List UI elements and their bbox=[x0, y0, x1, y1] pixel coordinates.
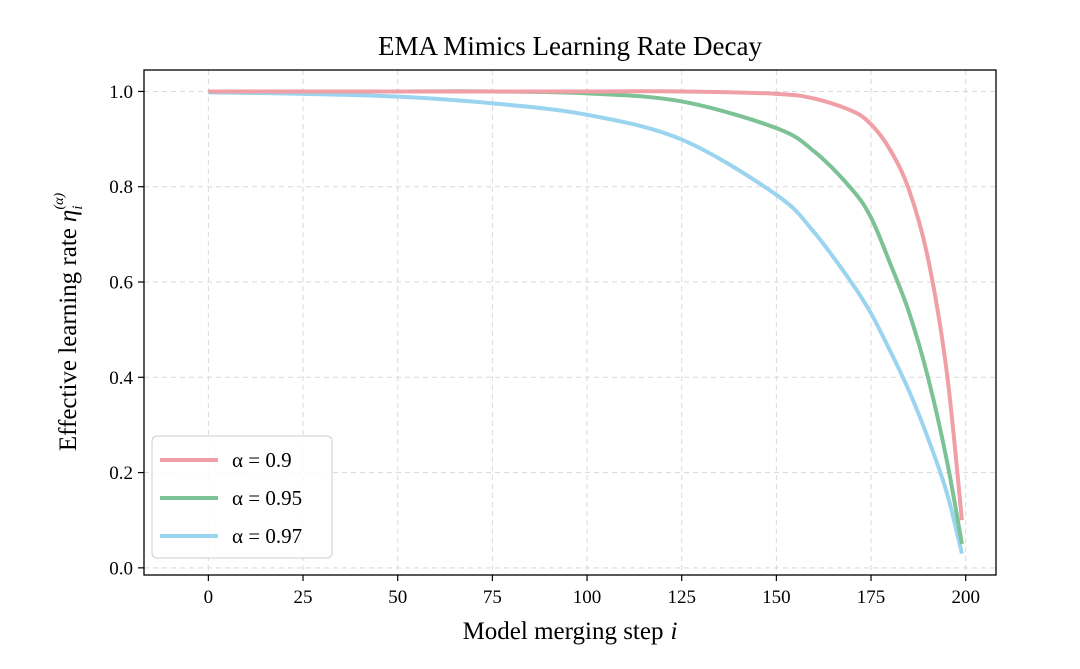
x-tick-label: 75 bbox=[483, 587, 502, 608]
y-tick-label: 1.0 bbox=[109, 82, 133, 103]
y-axis-label: Effective learning rate ηi(α) bbox=[52, 193, 86, 452]
series-line-0 bbox=[208, 89, 964, 521]
y-axis-label-symbol: η bbox=[55, 210, 82, 222]
x-axis: 0 25 50 75 100 125 150 175 200 bbox=[204, 575, 980, 608]
legend-label-1: α = 0.95 bbox=[232, 486, 302, 510]
y-axis: 0.0 0.2 0.4 0.6 0.8 1.0 bbox=[109, 82, 144, 579]
y-tick-label: 0.0 bbox=[109, 558, 133, 579]
series-lines bbox=[208, 89, 964, 555]
y-axis-label-superscript: (α) bbox=[52, 193, 67, 210]
x-tick-label: 100 bbox=[573, 587, 602, 608]
series-line-2 bbox=[208, 90, 964, 555]
x-tick-label: 25 bbox=[294, 587, 313, 608]
legend-label-0: α = 0.9 bbox=[232, 448, 292, 472]
y-tick-label: 0.4 bbox=[109, 368, 133, 389]
x-tick-label: 50 bbox=[388, 587, 407, 608]
x-tick-label: 200 bbox=[951, 587, 980, 608]
x-tick-label: 150 bbox=[762, 587, 791, 608]
x-tick-label: 0 bbox=[204, 587, 214, 608]
x-tick-label: 175 bbox=[857, 587, 886, 608]
plot-area-frame bbox=[143, 69, 997, 576]
y-tick-label: 0.6 bbox=[109, 273, 133, 294]
y-axis-label-subscript: i bbox=[70, 206, 86, 210]
x-axis-label: Model merging step i bbox=[463, 618, 678, 645]
legend-label-2: α = 0.97 bbox=[232, 524, 302, 548]
y-tick-label: 0.8 bbox=[109, 177, 133, 198]
y-axis-label-text: Effective learning rate bbox=[55, 228, 82, 451]
y-tick-label: 0.2 bbox=[109, 463, 133, 484]
legend: α = 0.9 α = 0.95 α = 0.97 bbox=[151, 435, 333, 559]
chart-title: EMA Mimics Learning Rate Decay bbox=[378, 31, 762, 61]
x-axis-label-variable: i bbox=[670, 618, 677, 645]
x-tick-label: 125 bbox=[667, 587, 696, 608]
x-axis-label-text: Model merging step bbox=[463, 618, 664, 645]
legend-box bbox=[151, 435, 333, 559]
